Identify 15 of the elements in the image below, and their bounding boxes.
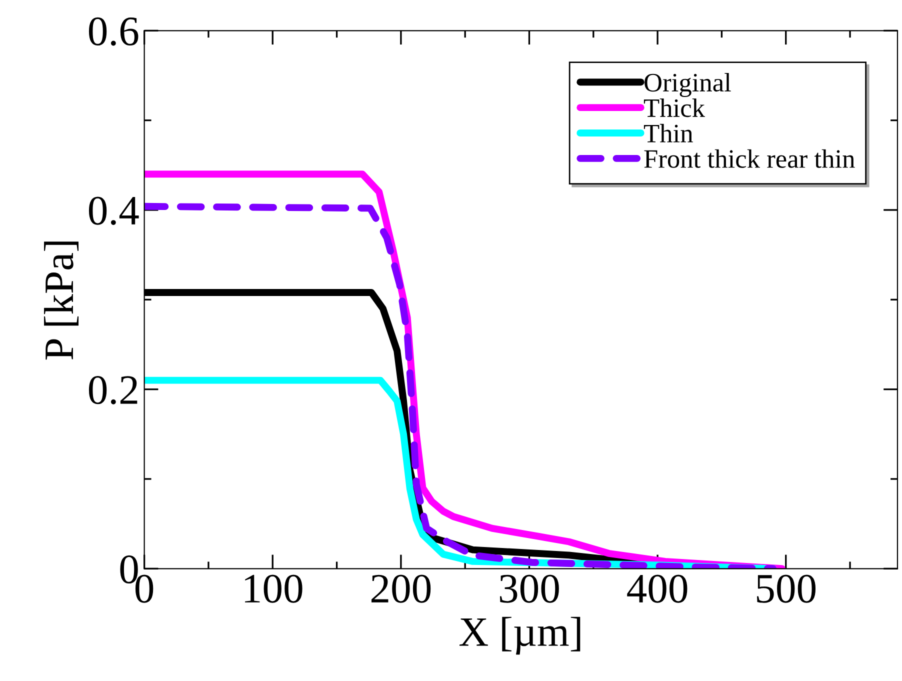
x-tick-label: 200 bbox=[372, 574, 431, 603]
y-axis-title: P [kPa] bbox=[44, 242, 79, 360]
y-tick-label: 0.4 bbox=[88, 196, 139, 226]
y-tick-label: 0.6 bbox=[88, 17, 138, 46]
legend-label: Thin bbox=[644, 124, 693, 142]
x-tick-label: 100 bbox=[245, 574, 302, 603]
x-tick-label: 500 bbox=[757, 574, 816, 603]
y-tick-label: 0.2 bbox=[88, 376, 138, 404]
x-tick-label: 400 bbox=[627, 574, 688, 603]
legend-label: Front thick rear thin bbox=[644, 149, 855, 168]
legend-label: Original bbox=[644, 73, 731, 98]
y-tick-label: 0 bbox=[120, 555, 138, 584]
x-tick-label: 300 bbox=[500, 574, 559, 603]
legend-label: Thick bbox=[644, 98, 706, 118]
x-axis-title: X [µm] bbox=[459, 616, 580, 655]
